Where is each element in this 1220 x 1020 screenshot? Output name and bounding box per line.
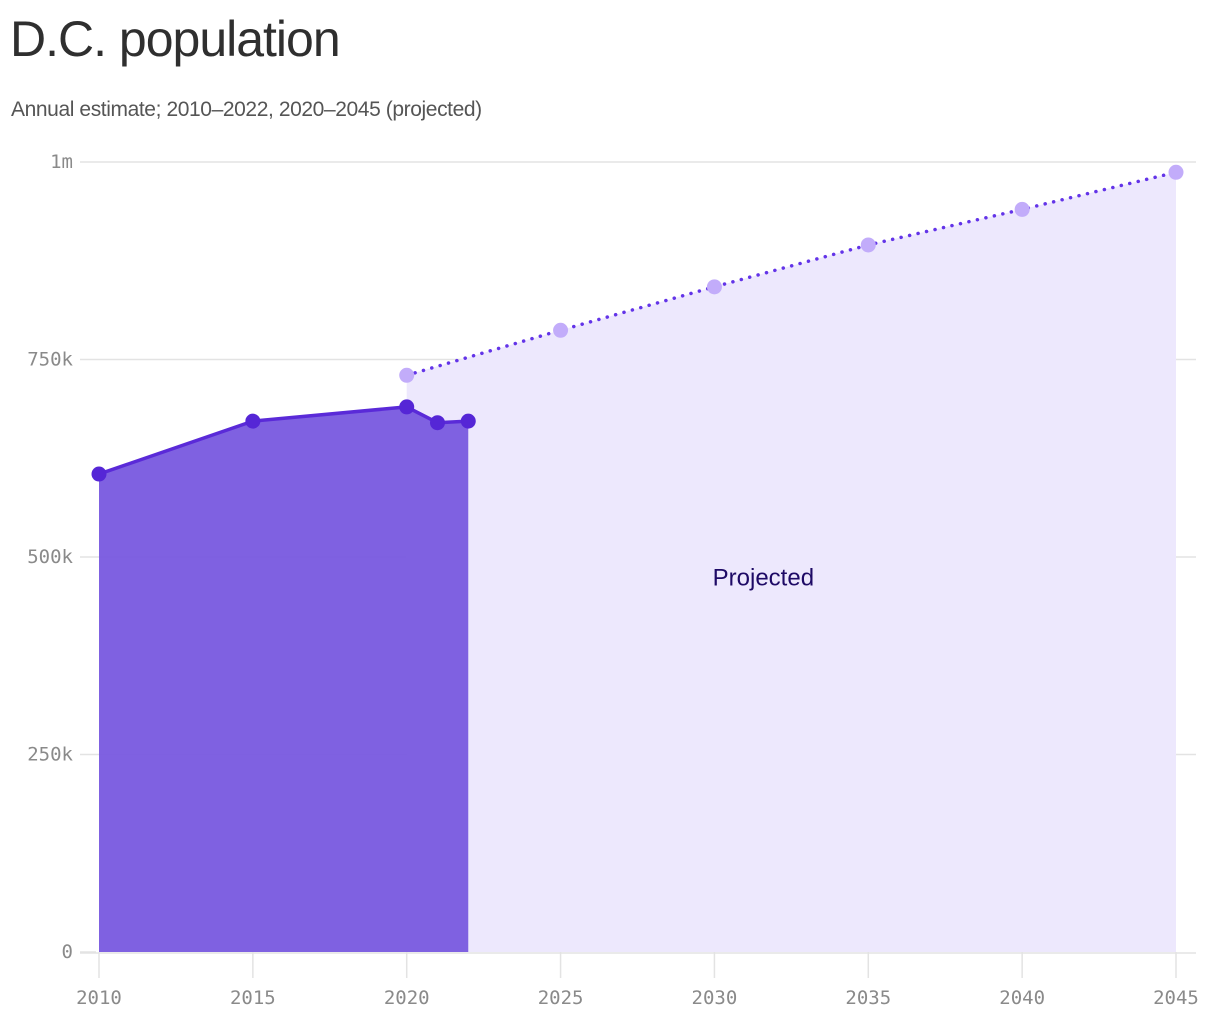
x-tick-label: 2020 [384,987,430,1009]
x-tick-label: 2010 [76,987,122,1009]
chart-title: D.C. population [10,11,341,67]
x-tick-label: 2035 [845,987,891,1009]
projected-data-point [860,237,876,253]
y-tick-label: 0 [62,941,73,963]
projected-area [406,172,1176,952]
projected-data-point [553,322,569,338]
projected-line [404,170,1178,378]
y-tick-label: 750k [27,349,73,371]
actual-data-point [91,466,107,482]
actual-data-point [245,413,261,429]
x-tick-label: 2030 [692,987,738,1009]
y-axis: 0 250k 500k 750k 1m [27,151,73,963]
projected-data-point [1168,164,1184,180]
projected-data-point [1014,201,1030,217]
x-tick-label: 2015 [230,987,276,1009]
y-tick-label: 250k [27,744,73,766]
projected-points [399,164,1184,383]
actual-data-point [460,413,476,429]
x-tick-label: 2025 [538,987,584,1009]
projected-annotation: Projected [713,565,814,592]
y-tick-label: 500k [27,546,73,568]
x-tick-label: 2045 [1153,987,1199,1009]
projected-data-point [399,367,415,383]
projected-data-point [706,279,722,295]
actual-area [99,406,469,952]
actual-points [91,399,476,482]
x-tick-label: 2040 [999,987,1045,1009]
x-axis: 2010 2015 2020 2025 2030 2035 2040 2045 [76,952,1199,1009]
y-tick-label: 1m [50,151,73,173]
actual-data-point [429,415,445,431]
actual-data-point [399,399,415,415]
chart-subtitle: Annual estimate; 2010–2022, 2020–2045 (p… [11,98,482,121]
